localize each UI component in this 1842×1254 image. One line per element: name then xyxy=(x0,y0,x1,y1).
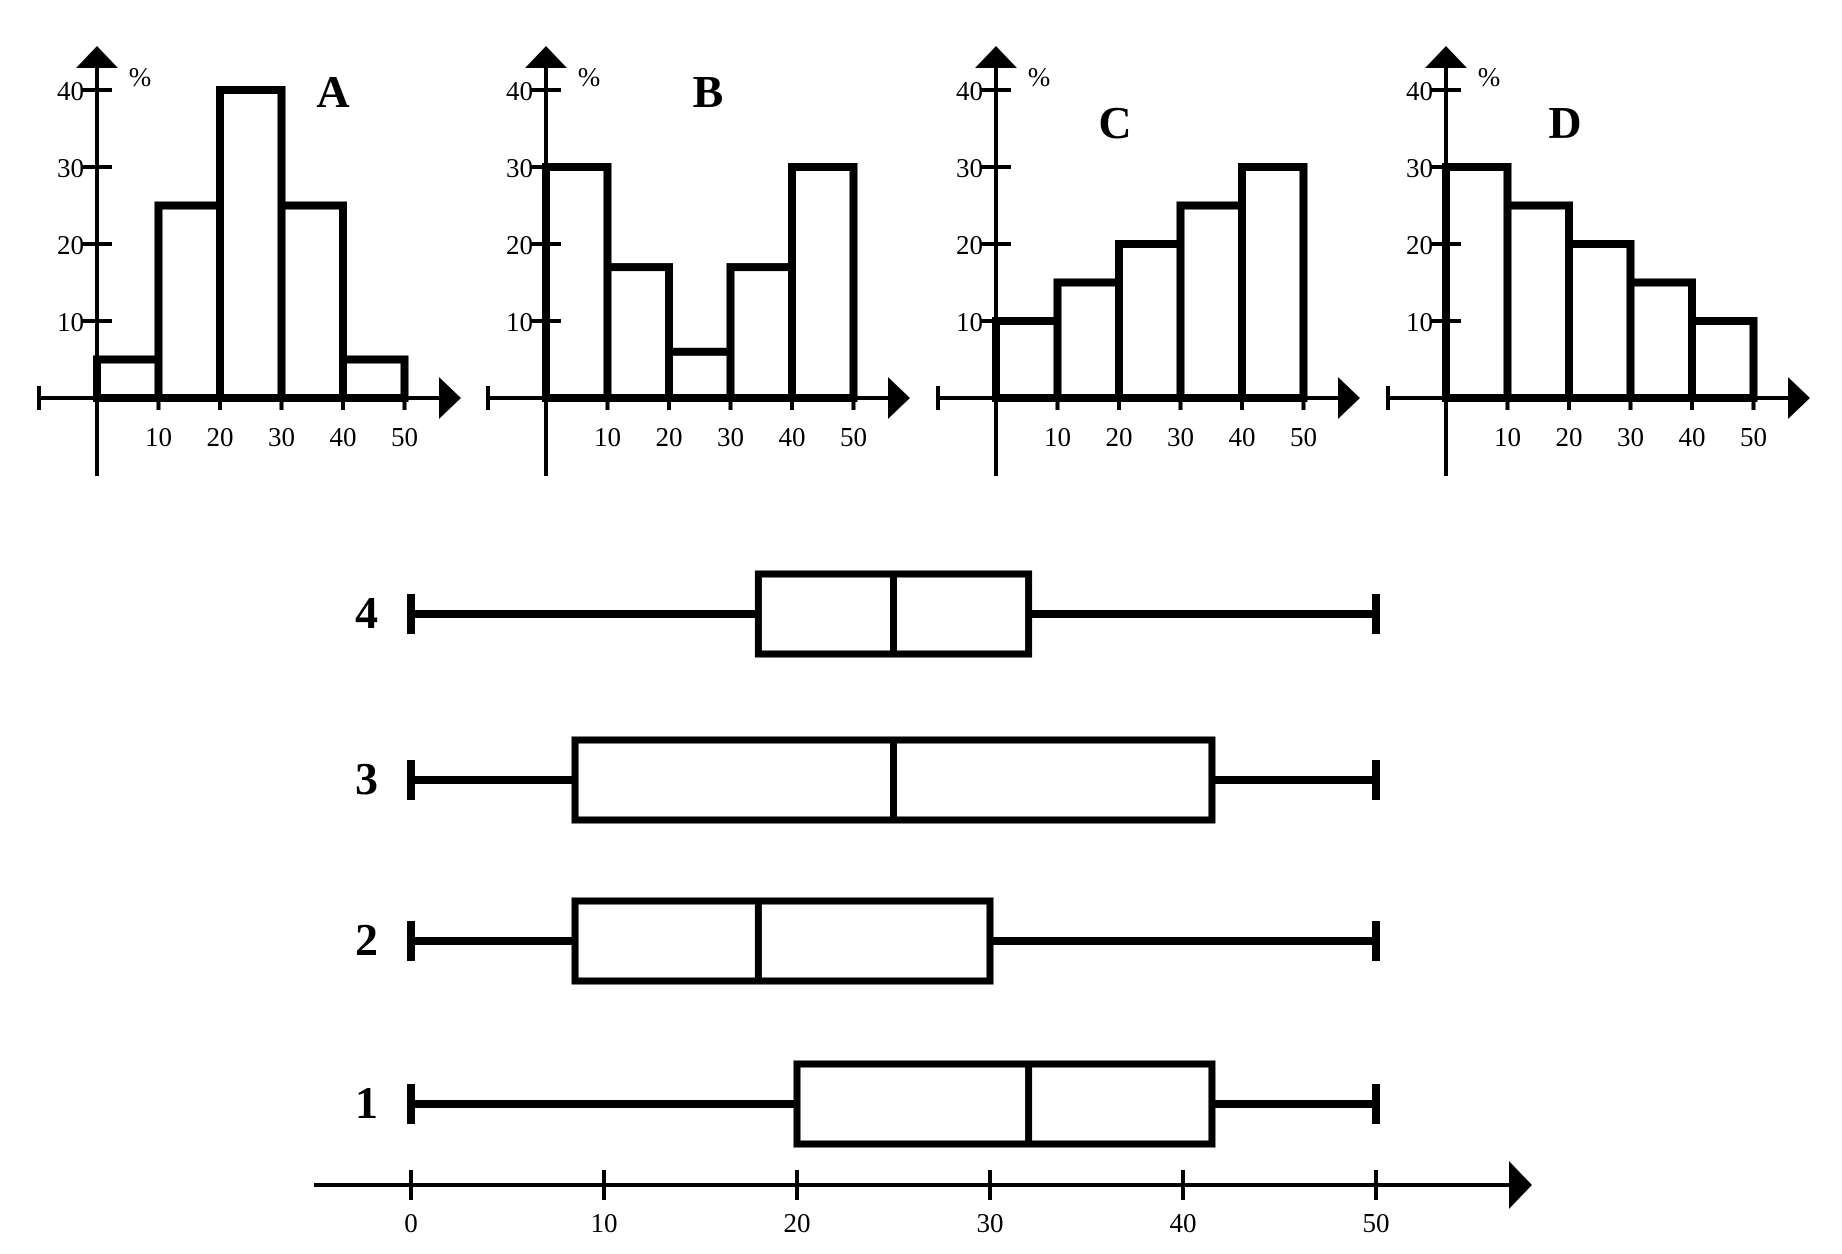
histogram-bar xyxy=(1503,201,1573,402)
y-axis-arrow-icon xyxy=(525,46,567,68)
y-tick-label: 10 xyxy=(1406,307,1433,337)
histogram-title: C xyxy=(1098,97,1131,148)
y-tick-label: 10 xyxy=(506,307,533,337)
y-unit-label: % xyxy=(1478,62,1501,92)
boxplot-panel: 0 10 20 30 40 50 4 3 2 1 xyxy=(314,570,1532,1238)
y-tick-label: 40 xyxy=(1406,76,1433,106)
boxplot-x-tick-label: 10 xyxy=(591,1208,618,1238)
y-tick-label: 30 xyxy=(57,153,84,183)
boxplot-label: 4 xyxy=(355,587,378,638)
histogram-C: 10 20 30 40 50 10 20 30 40 % C xyxy=(936,46,1360,476)
histogram-bar xyxy=(665,347,735,402)
histogram-bar xyxy=(339,355,409,402)
x-tick-label: 30 xyxy=(717,422,744,452)
y-unit-label: % xyxy=(1028,62,1051,92)
x-tick-label: 20 xyxy=(656,422,683,452)
y-axis-arrow-icon xyxy=(76,46,118,68)
histogram-bar xyxy=(216,86,286,402)
x-axis-arrow-icon xyxy=(1338,377,1360,419)
y-tick-label: 30 xyxy=(956,153,983,183)
y-unit-label: % xyxy=(578,62,601,92)
x-tick-label: 10 xyxy=(594,422,621,452)
x-tick-label: 40 xyxy=(330,422,357,452)
x-tick-label: 10 xyxy=(1494,422,1521,452)
histogram-bar xyxy=(1626,278,1696,402)
y-tick-label: 40 xyxy=(956,76,983,106)
y-tick-label: 30 xyxy=(1406,153,1433,183)
x-tick-label: 50 xyxy=(840,422,867,452)
boxplot-x-axis-arrow-icon xyxy=(1509,1161,1532,1209)
x-tick-label: 50 xyxy=(1290,422,1317,452)
histogram-bar xyxy=(603,263,673,402)
boxplot-x-tick-label: 0 xyxy=(404,1208,418,1238)
boxplot-label: 2 xyxy=(355,914,378,965)
boxplot-3: 3 xyxy=(355,736,1380,824)
boxplot-x-tick-label: 30 xyxy=(977,1208,1004,1238)
histogram-bar xyxy=(154,201,224,402)
x-tick-label: 40 xyxy=(1229,422,1256,452)
x-tick-label: 40 xyxy=(1679,422,1706,452)
histogram-title: A xyxy=(316,66,349,117)
histogram-B: 10 20 30 40 50 10 20 30 40% B xyxy=(486,46,910,476)
boxplot-label: 1 xyxy=(355,1077,378,1128)
box xyxy=(571,897,994,985)
y-unit-label: % xyxy=(129,62,152,92)
histogram-title: B xyxy=(693,66,724,117)
x-tick-label: 10 xyxy=(1044,422,1071,452)
boxplot-x-tick-label: 40 xyxy=(1170,1208,1197,1238)
x-axis-arrow-icon xyxy=(439,377,461,419)
histogram-bar xyxy=(1565,240,1635,402)
histogram-bar xyxy=(542,163,612,402)
histogram-bar xyxy=(726,263,796,402)
box xyxy=(793,1060,1216,1148)
x-tick-label: 30 xyxy=(1167,422,1194,452)
histogram-bar xyxy=(93,355,163,402)
y-tick-label: 10 xyxy=(57,307,84,337)
histogram-bar xyxy=(1442,163,1512,402)
y-tick-label: 30 xyxy=(506,153,533,183)
boxplot-label: 3 xyxy=(355,753,378,804)
y-tick-label: 20 xyxy=(57,230,84,260)
histogram-bar xyxy=(1238,163,1308,402)
y-tick-label: 40 xyxy=(506,76,533,106)
boxplot-1: 1 xyxy=(355,1060,1380,1148)
histogram-D: 10 20 30 40 50 10 20 30 40 % D xyxy=(1386,46,1810,476)
boxplot-4: 4 xyxy=(355,570,1380,658)
x-tick-label: 30 xyxy=(1617,422,1644,452)
boxplot-2: 2 xyxy=(355,897,1380,985)
y-axis-arrow-icon xyxy=(975,46,1017,68)
histogram-bar xyxy=(277,201,347,402)
histogram-bar xyxy=(992,317,1062,402)
histogram-bar xyxy=(1115,240,1185,402)
x-tick-label: 50 xyxy=(1740,422,1767,452)
x-tick-label: 20 xyxy=(207,422,234,452)
y-tick-label: 20 xyxy=(1406,230,1433,260)
x-tick-label: 20 xyxy=(1556,422,1583,452)
histogram-A: 10 20 30 40 50 10 20 30 40% A xyxy=(37,46,461,476)
boxplot-x-tick-label: 20 xyxy=(784,1208,811,1238)
x-tick-label: 10 xyxy=(145,422,172,452)
x-tick-label: 20 xyxy=(1106,422,1133,452)
histogram-bar xyxy=(1053,278,1123,402)
x-tick-label: 30 xyxy=(268,422,295,452)
x-tick-label: 50 xyxy=(391,422,418,452)
y-tick-label: 10 xyxy=(956,307,983,337)
y-tick-label: 20 xyxy=(956,230,983,260)
y-tick-label: 40 xyxy=(57,76,84,106)
histogram-bar xyxy=(1176,201,1246,402)
y-axis-arrow-icon xyxy=(1425,46,1467,68)
x-axis-arrow-icon xyxy=(888,377,910,419)
histogram-title: D xyxy=(1548,97,1581,148)
histogram-bar xyxy=(788,163,858,402)
boxplot-x-tick-label: 50 xyxy=(1363,1208,1390,1238)
y-tick-label: 20 xyxy=(506,230,533,260)
histogram-bar xyxy=(1688,317,1758,402)
x-tick-label: 40 xyxy=(779,422,806,452)
x-axis-arrow-icon xyxy=(1788,377,1810,419)
